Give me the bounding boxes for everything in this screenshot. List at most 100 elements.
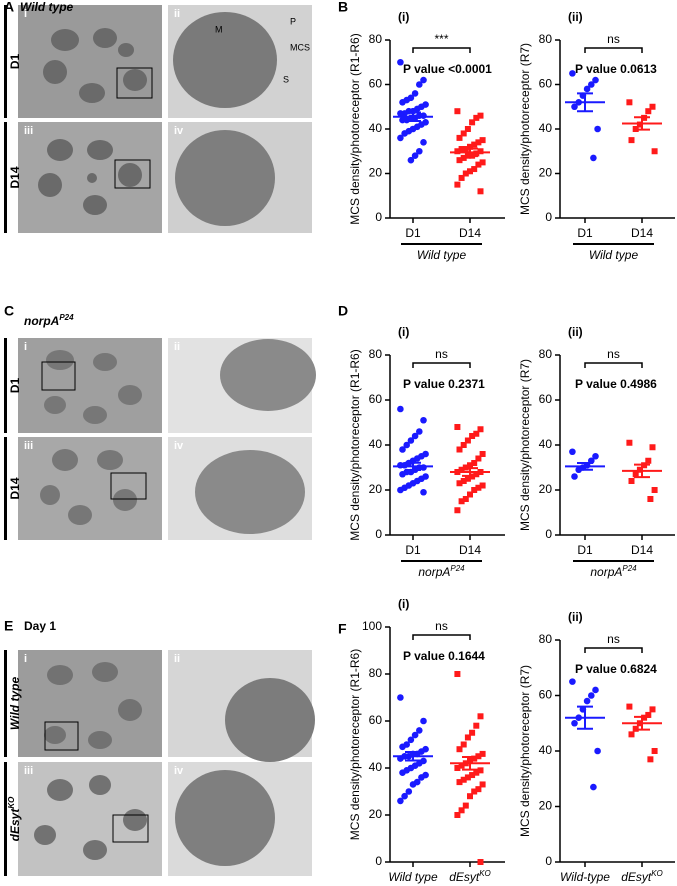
y-axis-label: MCS density/photoreceptor (R1-R6) <box>348 33 362 224</box>
rhabdomeres <box>40 339 316 534</box>
y-axis-label: MCS density/photoreceptor (R7) <box>518 43 532 215</box>
data-point <box>594 747 601 755</box>
y-tick-label: 0 <box>545 210 552 224</box>
significance: ns <box>435 347 448 361</box>
x-tick-label-main: D1 <box>405 543 421 557</box>
panel-letter: C <box>4 303 14 319</box>
x-tick-label: Wild-type <box>560 870 610 884</box>
data-point <box>460 442 467 448</box>
row-label-sup: KO <box>7 796 16 809</box>
y-tick-label: 0 <box>545 527 552 541</box>
error-bar <box>405 461 421 471</box>
panel-title-main: norpA <box>24 314 59 328</box>
data-point <box>626 99 633 106</box>
x-tick-label-main: D1 <box>577 226 593 240</box>
y-tick-label: 40 <box>539 743 553 757</box>
data-point <box>454 812 461 818</box>
y-axis-label: MCS density/photoreceptor (R1-R6) <box>348 649 362 840</box>
data-point <box>590 154 597 162</box>
annotation: M <box>215 24 223 34</box>
data-point <box>473 471 480 478</box>
p-value: P value 0.4986 <box>575 377 657 391</box>
error-bar <box>462 755 478 771</box>
group-label: Wild type <box>417 248 467 262</box>
data-point <box>645 457 652 464</box>
data-point <box>454 507 461 514</box>
chart-title: (ii) <box>568 325 583 339</box>
data-point <box>458 174 465 181</box>
panel-letter: B <box>338 0 348 15</box>
y-tick-label: 80 <box>369 32 383 46</box>
data-point <box>469 119 476 126</box>
data-point <box>651 487 658 493</box>
panel-title-main: Wild type <box>20 0 74 14</box>
x-tick-label: D1 <box>405 543 421 557</box>
data-point <box>454 424 461 430</box>
data-point <box>592 452 599 460</box>
data-point <box>645 711 652 718</box>
image-label: i <box>24 653 27 665</box>
image-label: ii <box>174 653 180 665</box>
error-bar <box>634 463 650 479</box>
data-point <box>588 81 595 88</box>
data-point <box>636 466 643 473</box>
data-point <box>418 774 425 781</box>
data-point <box>651 748 658 754</box>
data-point <box>416 428 423 435</box>
panel-letter: E <box>4 618 13 634</box>
group-label: Wild type <box>589 248 639 262</box>
row-label-main: Wild type <box>8 677 22 731</box>
chart-title: (ii) <box>568 10 583 24</box>
y-tick-label: 60 <box>539 392 553 406</box>
panel-letter: D <box>338 303 348 319</box>
data-point <box>473 769 480 776</box>
data-point <box>456 446 463 453</box>
data-point <box>464 437 471 444</box>
error-bar <box>462 467 478 477</box>
data-point <box>401 792 408 800</box>
data-point <box>588 692 595 699</box>
group-label: norpAP24 <box>590 564 637 580</box>
y-tick-label: 20 <box>369 807 383 821</box>
x-tick-label-main: dEsyt <box>621 870 652 884</box>
y-axis-label: MCS density/photoreceptor (R1-R6) <box>348 349 362 540</box>
data-point <box>399 470 406 478</box>
data-point <box>460 478 467 484</box>
x-tick-label-main: dEsyt <box>449 870 480 884</box>
data-point <box>649 103 656 110</box>
x-tick-label: D1 <box>405 226 421 240</box>
data-point <box>569 678 576 685</box>
error-bar <box>577 462 593 471</box>
y-tick-label: 80 <box>539 32 553 46</box>
data-point <box>473 114 480 121</box>
image-label: iii <box>24 765 33 777</box>
chart-title: (ii) <box>568 610 583 624</box>
row-label: D1 <box>8 54 22 70</box>
inset-box <box>44 721 79 751</box>
data-point <box>401 130 408 137</box>
y-tick-label: 80 <box>539 347 553 361</box>
significance-bracket <box>584 47 643 53</box>
rhabdomeres <box>34 662 315 866</box>
chart-title: (i) <box>398 325 409 339</box>
image-label: i <box>24 8 27 20</box>
charts: (i) MCS density/photoreceptor (R1-R6) 0 20 4… <box>348 10 675 884</box>
y-tick-label: 40 <box>539 121 553 135</box>
data-point <box>420 717 427 725</box>
data-point <box>467 462 473 469</box>
data-point <box>460 154 467 161</box>
inset-box <box>41 361 76 391</box>
image-group-e <box>18 650 315 876</box>
data-point <box>647 496 654 502</box>
x-tick-label-sup: KO <box>651 869 663 878</box>
row-label: Wild type <box>8 677 22 731</box>
significance: ns <box>607 632 620 646</box>
data-point <box>471 487 478 493</box>
group-label-main: norpA <box>590 565 622 579</box>
row-label: dEsytKO <box>7 796 23 841</box>
data-point <box>464 774 471 781</box>
y-tick-label: 20 <box>539 482 553 496</box>
significance-bracket <box>584 647 643 653</box>
data-point <box>592 686 599 694</box>
data-point <box>420 139 427 146</box>
